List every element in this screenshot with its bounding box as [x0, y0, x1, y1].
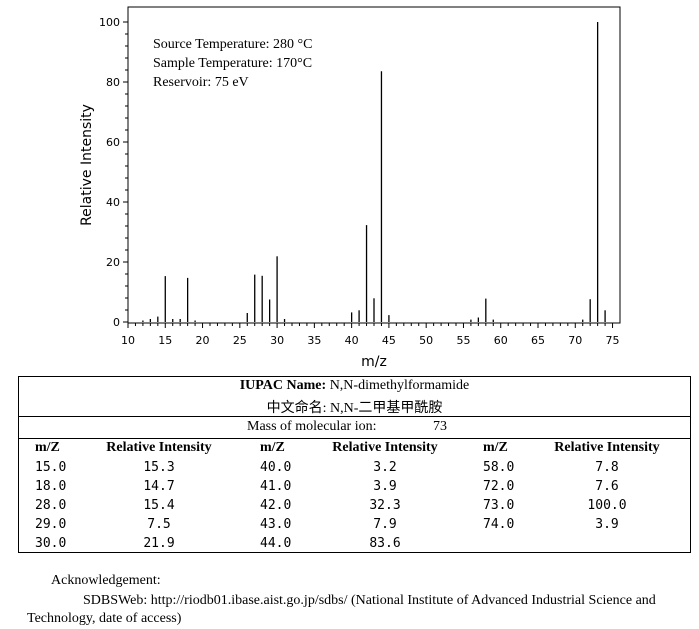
x-tick-label: 50 [419, 334, 433, 347]
cell-mz: 15.0 [35, 460, 67, 475]
cell-relative-intensity: 7.5 [147, 517, 171, 532]
cell-relative-intensity: 83.6 [369, 536, 401, 551]
x-tick-label: 20 [196, 334, 210, 347]
x-tick-label: 40 [345, 334, 359, 347]
cell-mz: 74.0 [483, 517, 515, 532]
cell-relative-intensity: 21.9 [143, 536, 175, 551]
col-header-relative-intensity: Relative Intensity [554, 440, 660, 455]
peak-table: IUPAC Name: N,N-dimethylformamide 中文命名: … [18, 376, 691, 553]
plot-frame [127, 6, 621, 324]
cell-mz: 40.0 [260, 460, 292, 475]
annotation-sample-temp: Sample Temperature: 170°C [153, 56, 312, 71]
x-axis-label: m/z [361, 354, 387, 370]
cell-relative-intensity: 15.3 [143, 460, 175, 475]
x-tick-label: 75 [606, 334, 620, 347]
cell-relative-intensity: 7.6 [595, 479, 619, 494]
iupac-label: IUPAC Name: [239, 378, 327, 393]
cell-mz: 72.0 [483, 479, 515, 494]
y-axis-label: Relative Intensity [79, 104, 95, 226]
col-header-mz: m/Z [483, 440, 508, 455]
cell-relative-intensity: 3.2 [373, 460, 397, 475]
x-tick-label: 65 [531, 334, 545, 347]
table-divider [19, 416, 690, 417]
mass-label: Mass of molecular ion: [247, 419, 377, 434]
cell-relative-intensity: 14.7 [143, 479, 175, 494]
ack-line1: SDBSWeb: http://riodb01.ibase.aist.go.jp… [83, 593, 656, 608]
mass-value: 73 [433, 419, 447, 434]
cell-relative-intensity: 100.0 [587, 498, 627, 513]
y-tick-label: 40 [106, 196, 120, 209]
x-tick-label: 10 [121, 334, 135, 347]
annotation-source-temp: Source Temperature: 280 °C [153, 37, 312, 52]
cell-mz: 29.0 [35, 517, 67, 532]
y-tick-label: 60 [106, 136, 120, 149]
x-tick-label: 55 [456, 334, 470, 347]
cell-relative-intensity: 7.8 [595, 460, 619, 475]
cell-mz: 58.0 [483, 460, 515, 475]
x-tick-label: 70 [568, 334, 582, 347]
ack-title: Acknowledgement: [51, 573, 161, 588]
cell-mz: 30.0 [35, 536, 67, 551]
spectrum-bars [142, 22, 606, 322]
x-tick-label: 30 [270, 334, 284, 347]
col-header-mz: m/Z [260, 440, 285, 455]
ack-line2: Technology, date of access) [27, 611, 182, 626]
col-header-relative-intensity: Relative Intensity [106, 440, 212, 455]
x-axis-ticks: 10 15 20 25 30 35 40 45 50 55 60 65 70 75 [121, 323, 620, 347]
cell-relative-intensity: 15.4 [143, 498, 175, 513]
y-tick-label: 0 [113, 316, 120, 329]
iupac-value: N,N-dimethylformamide [329, 378, 470, 393]
cell-mz: 41.0 [260, 479, 292, 494]
y-tick-label: 20 [106, 256, 120, 269]
mass-spectrum-chart: 10 15 20 25 30 35 40 45 50 55 60 65 70 75 0 20 40 60 80 10… [79, 6, 621, 370]
x-tick-label: 45 [382, 334, 396, 347]
y-axis-ticks: 0 20 40 60 80 100 [99, 16, 128, 329]
annotation-reservoir: Reservoir: 75 eV [153, 75, 249, 90]
cell-relative-intensity: 3.9 [595, 517, 619, 532]
cell-mz: 73.0 [483, 498, 515, 513]
x-tick-label: 35 [307, 334, 321, 347]
cell-mz: 44.0 [260, 536, 292, 551]
y-tick-label: 100 [99, 16, 120, 29]
cell-mz: 28.0 [35, 498, 67, 513]
col-header-mz: m/Z [35, 440, 60, 455]
table-divider [19, 438, 690, 439]
x-tick-label: 15 [158, 334, 172, 347]
col-header-relative-intensity: Relative Intensity [332, 440, 438, 455]
x-tick-label: 25 [233, 334, 247, 347]
cell-mz: 18.0 [35, 479, 67, 494]
cell-mz: 42.0 [260, 498, 292, 513]
cell-mz: 43.0 [260, 517, 292, 532]
x-tick-label: 60 [494, 334, 508, 347]
y-tick-label: 80 [106, 76, 120, 89]
cell-relative-intensity: 3.9 [373, 479, 397, 494]
chinese-name: 中文命名: N,N-二甲基甲酰胺 [266, 401, 443, 416]
cell-relative-intensity: 32.3 [369, 498, 401, 513]
cell-relative-intensity: 7.9 [373, 517, 397, 532]
